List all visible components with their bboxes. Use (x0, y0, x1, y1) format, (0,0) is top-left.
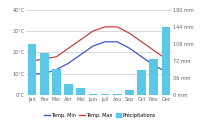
Bar (64, 84, 73, 95)
Bar (28, 44, 36, 95)
Bar (76, 88, 85, 95)
Bar (101, 94, 109, 95)
Bar (149, 59, 158, 95)
Bar (89, 94, 97, 95)
Legend: Temp. Min, Temp. Max, Précipitations: Temp. Min, Temp. Max, Précipitations (42, 110, 158, 120)
Bar (162, 27, 170, 95)
Bar (125, 90, 134, 95)
Bar (40, 53, 49, 95)
Bar (113, 94, 122, 95)
Bar (137, 70, 146, 95)
Bar (52, 69, 61, 95)
